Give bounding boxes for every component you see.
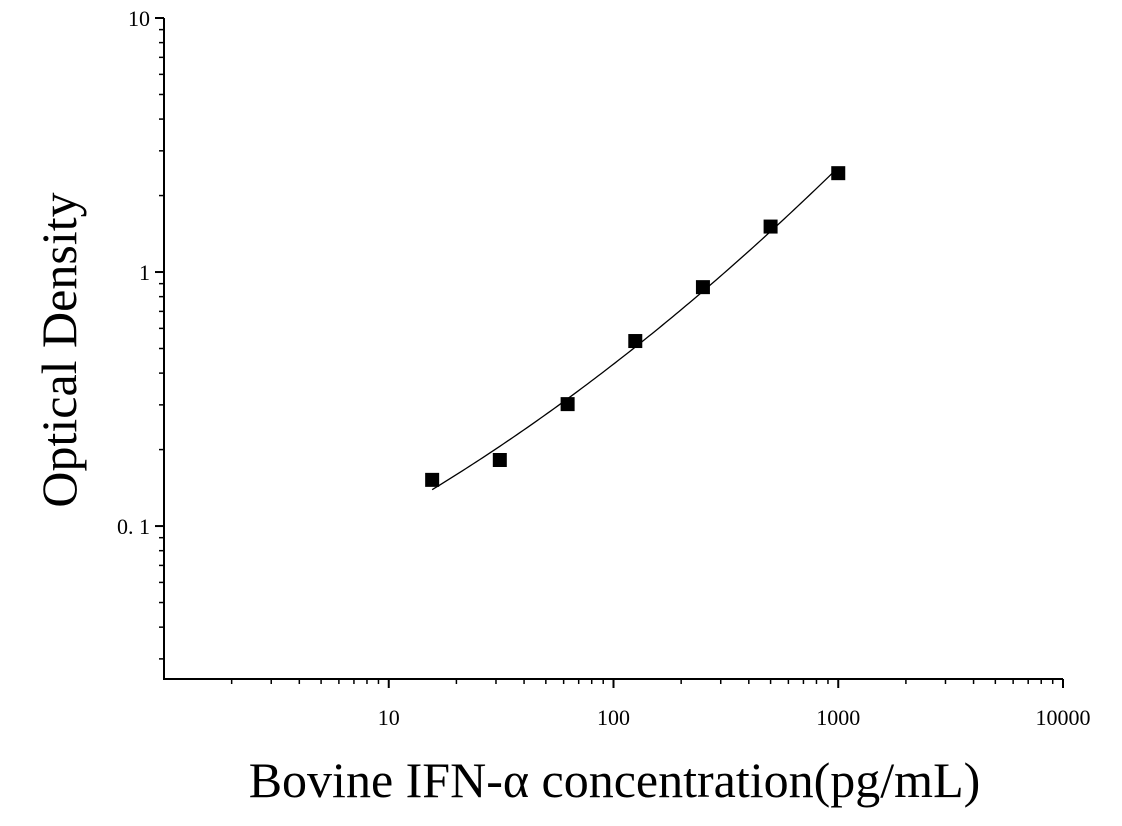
axes (163, 18, 1063, 680)
x-tick-label: 10 (378, 705, 400, 730)
data-point (831, 166, 846, 181)
data-point (492, 452, 507, 467)
data-point (763, 219, 778, 234)
data-point (695, 280, 710, 295)
axis-ticks: 10 100 1000 10000 0. 1 1 10 (117, 6, 1091, 730)
fit-curve (431, 166, 839, 491)
x-axis-title: Bovine IFN-α concentration(pg/mL) (249, 752, 981, 808)
x-tick-label: 10000 (1036, 705, 1091, 730)
y-tick-label: 1 (139, 260, 150, 285)
data-point (425, 472, 440, 487)
fit-curve-group (431, 166, 839, 491)
x-tick-label: 100 (597, 705, 630, 730)
data-points (425, 166, 846, 487)
y-tick-label: 10 (128, 6, 150, 31)
data-point (560, 397, 575, 412)
x-tick-label: 1000 (816, 705, 860, 730)
y-axis-title: Optical Density (31, 192, 87, 507)
y-tick-label: 0. 1 (117, 514, 150, 539)
data-point (628, 334, 643, 349)
